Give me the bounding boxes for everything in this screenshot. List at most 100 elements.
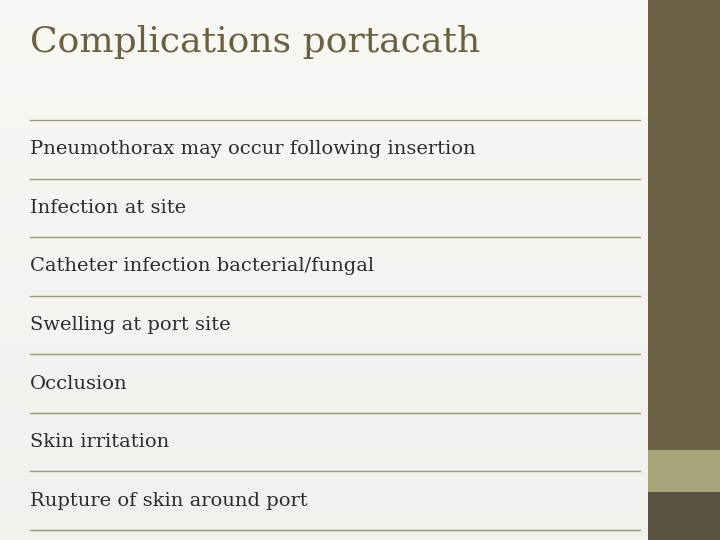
Bar — [0, 524, 648, 529]
Bar — [0, 356, 648, 362]
Bar — [0, 324, 648, 329]
Bar — [0, 178, 648, 184]
Text: Infection at site: Infection at site — [30, 199, 186, 217]
Bar — [0, 513, 648, 518]
Bar — [0, 373, 648, 378]
Bar — [0, 400, 648, 405]
Bar — [0, 232, 648, 238]
Bar — [0, 448, 648, 454]
Bar — [0, 502, 648, 508]
Bar — [0, 146, 648, 151]
Bar — [0, 130, 648, 135]
Bar — [0, 481, 648, 486]
Bar — [0, 340, 648, 346]
Bar — [0, 470, 648, 475]
Text: Swelling at port site: Swelling at port site — [30, 316, 230, 334]
Bar — [0, 16, 648, 22]
Bar — [0, 319, 648, 324]
Bar — [0, 292, 648, 297]
Bar — [0, 140, 648, 146]
Bar — [0, 97, 648, 103]
Bar — [0, 254, 648, 259]
Bar — [0, 518, 648, 524]
Bar — [0, 313, 648, 319]
Bar — [0, 11, 648, 16]
Bar — [0, 243, 648, 248]
Bar — [0, 335, 648, 340]
Bar — [0, 270, 648, 275]
Bar — [0, 437, 648, 443]
Text: Catheter infection bacterial/fungal: Catheter infection bacterial/fungal — [30, 258, 374, 275]
Bar — [0, 329, 648, 335]
Bar — [0, 302, 648, 308]
Bar — [0, 119, 648, 124]
Bar — [0, 65, 648, 70]
Bar — [0, 497, 648, 502]
Bar — [648, 0, 720, 450]
Text: Rupture of skin around port: Rupture of skin around port — [30, 492, 307, 510]
Bar — [0, 238, 648, 243]
Bar — [0, 297, 648, 302]
Bar — [0, 200, 648, 205]
Bar — [0, 275, 648, 281]
Bar — [0, 529, 648, 535]
Bar — [0, 265, 648, 270]
Bar — [0, 394, 648, 400]
Bar — [0, 211, 648, 216]
Bar — [0, 135, 648, 140]
Bar — [0, 475, 648, 481]
Bar — [0, 59, 648, 65]
Bar — [0, 432, 648, 437]
Bar — [0, 378, 648, 383]
Bar — [648, 450, 720, 492]
Bar — [0, 286, 648, 292]
Bar — [0, 454, 648, 459]
Bar — [0, 103, 648, 108]
Bar — [0, 259, 648, 265]
Bar — [0, 124, 648, 130]
Bar — [0, 81, 648, 86]
Bar — [0, 205, 648, 211]
Bar — [0, 383, 648, 389]
Bar — [0, 486, 648, 491]
Text: Occlusion: Occlusion — [30, 375, 127, 393]
Bar — [0, 281, 648, 286]
Bar — [648, 492, 720, 540]
Bar — [0, 346, 648, 351]
Bar — [0, 216, 648, 221]
Bar — [0, 367, 648, 373]
Bar — [0, 22, 648, 27]
Bar — [0, 167, 648, 173]
Bar — [0, 427, 648, 432]
Bar — [0, 221, 648, 227]
Bar — [0, 351, 648, 356]
Bar — [0, 70, 648, 76]
Bar — [0, 113, 648, 119]
Bar — [0, 157, 648, 162]
Bar — [0, 416, 648, 421]
Bar — [0, 227, 648, 232]
Bar — [0, 443, 648, 448]
Bar — [0, 86, 648, 92]
Bar — [0, 108, 648, 113]
Bar — [0, 491, 648, 497]
Bar — [0, 405, 648, 410]
Text: Complications portacath: Complications portacath — [30, 25, 480, 59]
Bar — [0, 162, 648, 167]
Bar — [0, 184, 648, 189]
Bar — [0, 308, 648, 313]
Bar — [0, 151, 648, 157]
Bar — [0, 535, 648, 540]
Bar — [0, 362, 648, 367]
Text: Pneumothorax may occur following insertion: Pneumothorax may occur following inserti… — [30, 140, 476, 158]
Bar — [0, 76, 648, 81]
Bar — [0, 38, 648, 43]
Bar — [0, 92, 648, 97]
Bar — [0, 189, 648, 194]
Bar — [0, 410, 648, 416]
Bar — [0, 389, 648, 394]
Bar — [0, 508, 648, 513]
Bar — [0, 459, 648, 464]
Bar — [0, 173, 648, 178]
Bar — [0, 43, 648, 49]
